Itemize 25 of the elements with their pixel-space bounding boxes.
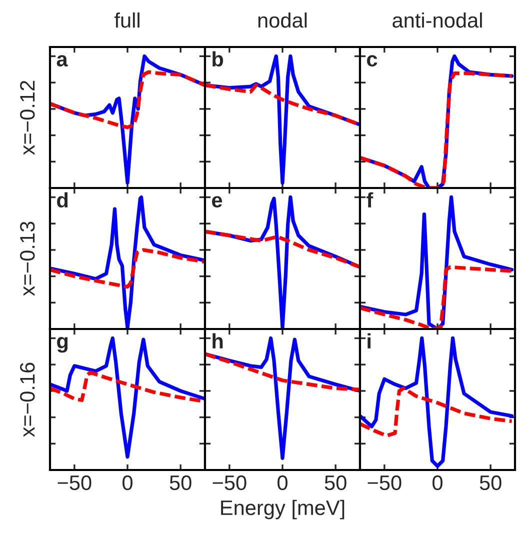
x-tick-label: −50 bbox=[212, 475, 246, 490]
x-tick-label: 50 bbox=[480, 475, 502, 490]
y-axis-title: x=−0.12 bbox=[20, 80, 35, 155]
annotation: d bbox=[57, 192, 68, 208]
annotation: b bbox=[212, 51, 224, 67]
x-tick-label: 0 bbox=[278, 475, 288, 490]
x-tick-label: 50 bbox=[170, 475, 192, 490]
x-tick-label: 50 bbox=[324, 475, 346, 490]
chart-title: nodal bbox=[258, 12, 307, 28]
chart-title: anti-nodal bbox=[392, 12, 482, 28]
y-axis-title: x=−0.16 bbox=[20, 362, 35, 437]
x-tick-label: 0 bbox=[122, 475, 132, 490]
x-tick-label: −50 bbox=[58, 475, 92, 490]
annotation: e bbox=[212, 196, 222, 208]
x-tick-label: −50 bbox=[368, 475, 402, 490]
annotation: g bbox=[57, 337, 68, 353]
annotation: f bbox=[366, 192, 374, 208]
chart-title: full bbox=[114, 12, 140, 28]
x-tick-label: 0 bbox=[432, 475, 442, 490]
y-axis-title: x=−0.13 bbox=[20, 222, 35, 296]
annotation: h bbox=[212, 333, 223, 348]
annotation: i bbox=[368, 333, 371, 348]
x-axis-title: Energy [meV] bbox=[221, 500, 344, 520]
annotation: a bbox=[56, 55, 68, 67]
annotation: c bbox=[367, 55, 378, 67]
